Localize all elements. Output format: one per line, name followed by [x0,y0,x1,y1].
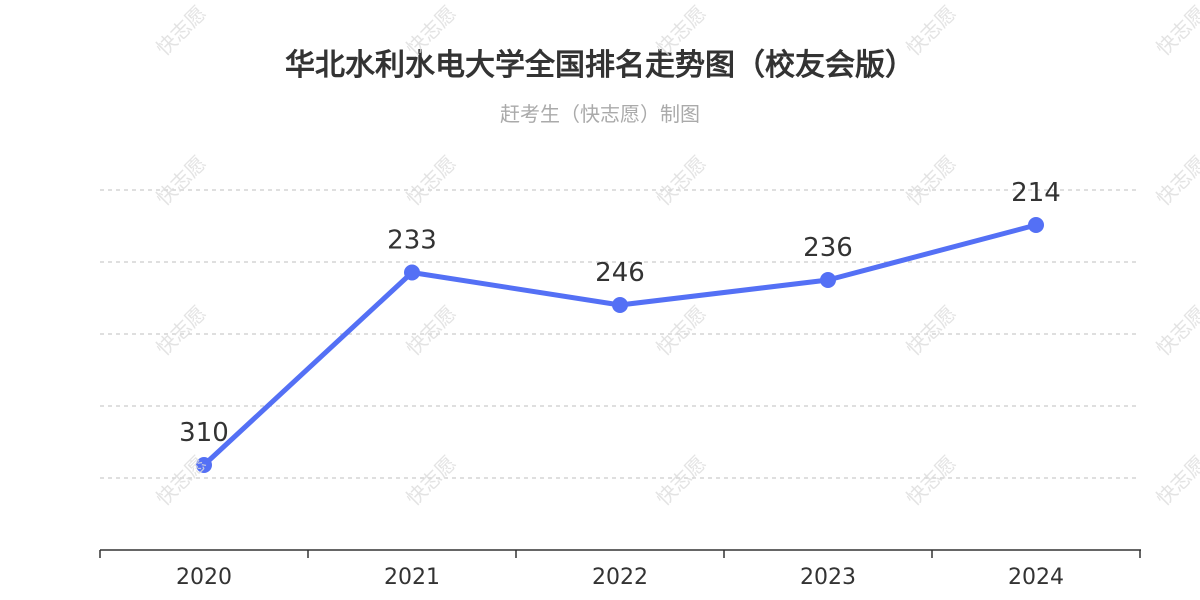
x-tick-label: 2020 [176,565,232,590]
data-points [196,217,1044,473]
data-label: 214 [1011,178,1061,208]
data-point [612,297,628,313]
chart-title: 华北水利水电大学全国排名走势图（校友会版） [285,48,915,83]
x-tick-label: 2022 [592,565,648,590]
x-tick-label: 2023 [800,565,856,590]
data-label: 246 [595,258,645,288]
data-labels: 310 233 246 236 214 [179,178,1061,448]
x-axis: 2020 2021 2022 2023 2024 [99,549,1141,590]
data-point [1028,217,1044,233]
x-tick-label: 2024 [1008,565,1064,590]
x-tick-label: 2021 [384,565,440,590]
data-point [196,457,212,473]
data-label: 310 [179,418,229,448]
data-label: 233 [387,226,437,256]
data-point [404,264,420,281]
grid-lines [100,189,1140,479]
chart-subtitle: 赶考生（快志愿）制图 [500,102,700,126]
data-label: 236 [803,233,853,263]
data-point [820,272,836,288]
